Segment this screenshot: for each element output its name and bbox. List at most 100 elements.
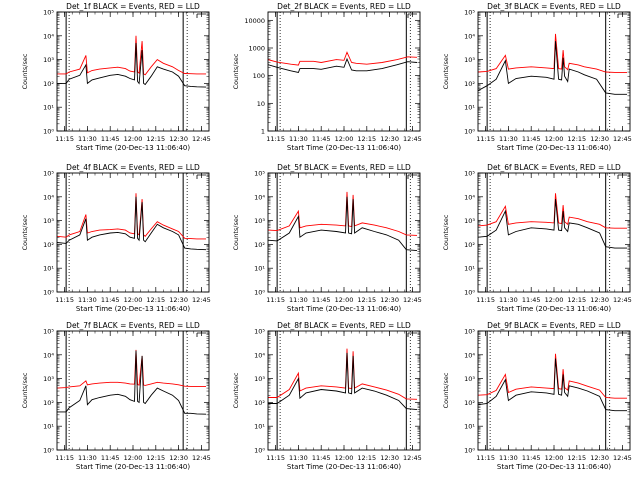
x-tick-label: 11:45 <box>522 296 541 304</box>
x-tick-label: 11:30 <box>78 296 97 304</box>
chart-panel-2: Det_2f BLACK = Events, RED = LLD Counts/s… <box>232 2 422 152</box>
x-tick-label: 12:00 <box>124 454 143 462</box>
x-tick-label: 12:15 <box>357 296 376 304</box>
y-tick-label: 10⁵ <box>464 170 475 178</box>
y-tick-label: 10³ <box>464 217 475 225</box>
y-axis-label: Counts/sec <box>442 214 450 250</box>
x-tick-label: 11:45 <box>101 135 120 143</box>
x-tick-label: 12:45 <box>403 135 422 143</box>
plot-frame <box>56 11 210 132</box>
x-axis-label: Start Time (20-Dec-13 11:06:40) <box>497 305 611 313</box>
x-tick-label: 11:15 <box>55 296 74 304</box>
x-axis-label: Start Time (20-Dec-13 11:06:40) <box>287 463 401 471</box>
x-tick-label: 12:30 <box>169 135 188 143</box>
x-tick-label: 11:45 <box>312 296 331 304</box>
x-tick-label: 11:45 <box>312 454 331 462</box>
y-tick-label: 10³ <box>464 375 475 383</box>
events-series-line <box>268 57 418 74</box>
y-axis-label: Counts/sec <box>21 214 29 250</box>
y-tick-label: 10² <box>464 241 475 249</box>
y-tick-label: 10³ <box>43 56 54 64</box>
x-tick-label: 12:30 <box>590 296 609 304</box>
x-tick-label: 12:30 <box>590 454 609 462</box>
plot-frame <box>267 172 421 293</box>
chart-panel-9: Det_9f BLACK = Events, RED = LLD Counts/s… <box>442 321 632 471</box>
x-tick-label: 12:45 <box>192 296 211 304</box>
y-tick-label: 10⁴ <box>254 193 265 201</box>
chart-panel-8: Det_8f BLACK = Events, RED = LLD Counts/s… <box>232 321 422 471</box>
y-tick-label: 10¹ <box>464 265 475 273</box>
y-tick-label: 1 <box>261 128 265 136</box>
x-tick-label: 12:15 <box>567 454 586 462</box>
lld-series-line <box>268 51 418 66</box>
x-axis-label: Start Time (20-Dec-13 11:06:40) <box>287 144 401 152</box>
plot-frame <box>267 330 421 451</box>
y-tick-label: 10⁴ <box>43 193 54 201</box>
chart-title: Det_5f BLACK = Events, RED = LLD <box>277 163 411 172</box>
x-tick-label: 12:30 <box>590 135 609 143</box>
x-tick-label: 12:45 <box>192 135 211 143</box>
y-tick-label: 10² <box>43 241 54 249</box>
x-tick-label: 12:00 <box>335 135 354 143</box>
x-tick-label: 12:45 <box>613 135 632 143</box>
x-axis-label: Start Time (20-Dec-13 11:06:40) <box>497 463 611 471</box>
y-tick-label: 10⁴ <box>464 351 475 359</box>
events-series-line <box>57 350 207 415</box>
corner-bracket-glyph <box>617 174 627 179</box>
chart-panel-3: Det_3f BLACK = Events, RED = LLD Counts/s… <box>442 2 632 152</box>
y-tick-label: 10² <box>254 241 265 249</box>
plot-frame <box>477 172 631 293</box>
lld-series-line <box>478 193 627 229</box>
corner-bracket-glyph <box>196 13 206 18</box>
chart-panel-1: Det_1f BLACK = Events, RED = LLD Counts/s… <box>21 2 211 152</box>
x-tick-label: 11:45 <box>101 454 120 462</box>
x-tick-label: 11:30 <box>289 135 308 143</box>
x-tick-label: 11:45 <box>312 135 331 143</box>
x-tick-label: 11:15 <box>55 454 74 462</box>
x-tick-label: 11:15 <box>476 454 495 462</box>
x-tick-label: 12:15 <box>357 135 376 143</box>
y-tick-label: 10¹ <box>43 265 54 273</box>
events-series-line <box>478 41 627 95</box>
x-tick-label: 12:30 <box>169 454 188 462</box>
chart-panel-5: Det_5f BLACK = Events, RED = LLD Counts/s… <box>232 163 422 313</box>
x-tick-label: 12:00 <box>124 135 143 143</box>
y-tick-label: 10⁵ <box>254 170 265 178</box>
x-axis-label: Start Time (20-Dec-13 11:06:40) <box>76 305 190 313</box>
y-tick-label: 10⁰ <box>464 128 475 136</box>
plot-frame <box>56 330 210 451</box>
x-tick-label: 11:15 <box>476 296 495 304</box>
x-tick-label: 12:15 <box>567 296 586 304</box>
y-axis-label: Counts/sec <box>21 372 29 408</box>
plot-frame <box>56 172 210 293</box>
x-tick-label: 12:00 <box>545 296 564 304</box>
chart-title: Det_3f BLACK = Events, RED = LLD <box>487 2 621 11</box>
y-tick-label: 10¹ <box>254 423 265 431</box>
x-tick-label: 12:30 <box>380 135 399 143</box>
chart-panel-6: Det_6f BLACK = Events, RED = LLD Counts/s… <box>442 163 632 313</box>
y-tick-label: 10⁵ <box>43 9 54 17</box>
x-tick-label: 12:15 <box>357 454 376 462</box>
y-tick-label: 10¹ <box>464 423 475 431</box>
lld-series-line <box>268 191 418 236</box>
chart-title: Det_1f BLACK = Events, RED = LLD <box>66 2 200 11</box>
y-tick-label: 10⁵ <box>464 328 475 336</box>
x-tick-label: 12:15 <box>567 135 586 143</box>
x-tick-label: 11:45 <box>522 135 541 143</box>
corner-bracket-glyph <box>617 13 627 18</box>
x-tick-label: 12:00 <box>335 296 354 304</box>
y-tick-label: 10² <box>464 399 475 407</box>
y-tick-label: 10⁴ <box>43 32 54 40</box>
x-tick-label: 11:15 <box>266 296 285 304</box>
x-tick-label: 12:15 <box>146 296 165 304</box>
x-tick-label: 11:45 <box>101 296 120 304</box>
x-tick-label: 12:45 <box>613 296 632 304</box>
x-tick-label: 12:00 <box>545 135 564 143</box>
y-tick-label: 10 <box>257 100 265 108</box>
lld-series-line <box>268 348 418 400</box>
x-tick-label: 12:15 <box>146 454 165 462</box>
y-tick-label: 10⁵ <box>254 328 265 336</box>
y-tick-label: 10¹ <box>464 104 475 112</box>
y-tick-label: 10³ <box>464 56 475 64</box>
